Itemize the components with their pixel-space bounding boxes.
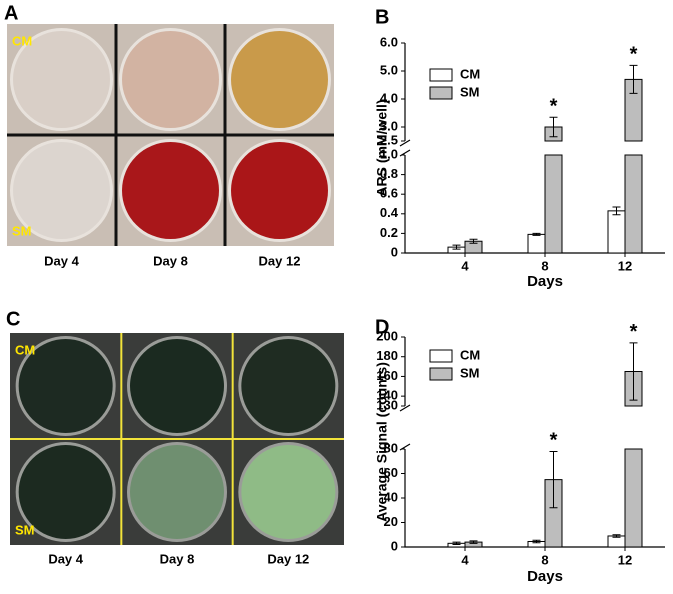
row-label: CM: [12, 33, 32, 48]
row-label: SM: [15, 522, 35, 537]
y-axis-label: Average Signal (counts): [374, 362, 390, 522]
y-tick-label: 1.0: [380, 146, 398, 161]
y-tick-label: 4.0: [380, 90, 398, 105]
bar: [527, 233, 546, 254]
row-label: CM: [15, 342, 35, 357]
well: [13, 31, 110, 128]
y-tick-label: 0.4: [380, 205, 399, 220]
axis-break: [399, 404, 411, 451]
bar-segment: [544, 154, 563, 254]
y-tick-label: 180: [376, 348, 398, 363]
well: [122, 31, 219, 128]
y-tick-label: 160: [376, 368, 398, 383]
error-bar: [549, 450, 558, 509]
significance-marker: *: [550, 430, 558, 452]
column-label: Day 4: [48, 551, 83, 566]
y-tick-label: 140: [376, 388, 398, 403]
column-label: Day 12: [267, 551, 309, 566]
y-tick-label: 5.0: [380, 62, 398, 77]
error-bar: [612, 534, 621, 538]
error-bar: [629, 64, 638, 94]
panel-letter: A: [4, 2, 18, 24]
well: [231, 142, 328, 239]
y-axis-label: ARS (mM/well): [374, 99, 390, 196]
column-label: Day 8: [153, 253, 188, 268]
bar: [624, 78, 643, 254]
well: [122, 142, 219, 239]
x-axis-label: Days: [527, 273, 563, 290]
column-label: Day 8: [160, 551, 195, 566]
well: [241, 445, 336, 539]
panel-letter: D: [375, 316, 389, 338]
column-label: Day 12: [259, 253, 301, 268]
bar-segment: [624, 154, 643, 254]
legend-label: CM: [460, 347, 480, 362]
legend-swatch: [429, 349, 453, 363]
y-tick-label: 40: [384, 489, 398, 504]
y-tick-label: 3.0: [380, 118, 398, 133]
y-tick-label: 2.5: [380, 132, 398, 147]
x-tick-label: 12: [618, 258, 632, 273]
legend-swatch: [429, 68, 453, 82]
legend-swatch: [429, 367, 453, 381]
y-tick-label: 0.8: [380, 166, 398, 181]
legend-label: SM: [460, 365, 480, 380]
x-tick-label: 12: [618, 552, 632, 567]
y-tick-label: 20: [384, 514, 398, 529]
panel-letter: C: [6, 308, 20, 330]
well: [13, 142, 110, 239]
y-tick-label: 0: [391, 538, 398, 553]
x-tick-label: 4: [461, 552, 469, 567]
bar: [624, 371, 643, 548]
well: [241, 339, 336, 433]
error-bar: [469, 238, 478, 244]
significance-marker: *: [630, 44, 638, 66]
x-tick-label: 8: [541, 552, 548, 567]
column-label: Day 4: [44, 253, 79, 268]
legend-label: SM: [460, 84, 480, 99]
y-tick-label: 80: [384, 440, 398, 455]
x-tick-label: 4: [461, 258, 469, 273]
y-tick-label: 6.0: [380, 34, 398, 49]
error-bar: [469, 540, 478, 544]
legend-label: CM: [460, 66, 480, 81]
y-tick-label: 0.6: [380, 186, 398, 201]
error-bar: [549, 116, 558, 138]
error-bar: [612, 206, 621, 216]
well: [18, 339, 113, 433]
bar: [607, 210, 626, 254]
x-axis-label: Days: [527, 568, 563, 585]
legend-swatch: [429, 86, 453, 100]
well: [130, 339, 224, 433]
y-tick-label: 0: [391, 244, 398, 259]
error-bar: [452, 541, 461, 546]
bar: [544, 126, 563, 254]
bar-segment: [527, 233, 546, 254]
y-tick-label: 60: [384, 465, 398, 480]
significance-marker: *: [550, 95, 558, 117]
error-bar: [452, 244, 461, 250]
well: [130, 445, 224, 539]
y-tick-label: 130: [376, 397, 398, 412]
error-bar: [532, 539, 541, 544]
axis-break: [399, 139, 411, 157]
row-label: SM: [12, 223, 32, 238]
x-tick-label: 8: [541, 258, 548, 273]
y-tick-label: 200: [376, 328, 398, 343]
y-tick-label: 0.2: [380, 225, 398, 240]
panel-letter: B: [375, 6, 389, 28]
error-bar: [629, 342, 638, 401]
well: [231, 31, 328, 128]
bar-segment: [624, 448, 643, 548]
bar-segment: [607, 210, 626, 254]
significance-marker: *: [630, 321, 638, 343]
well: [18, 445, 113, 539]
error-bar: [532, 232, 541, 236]
